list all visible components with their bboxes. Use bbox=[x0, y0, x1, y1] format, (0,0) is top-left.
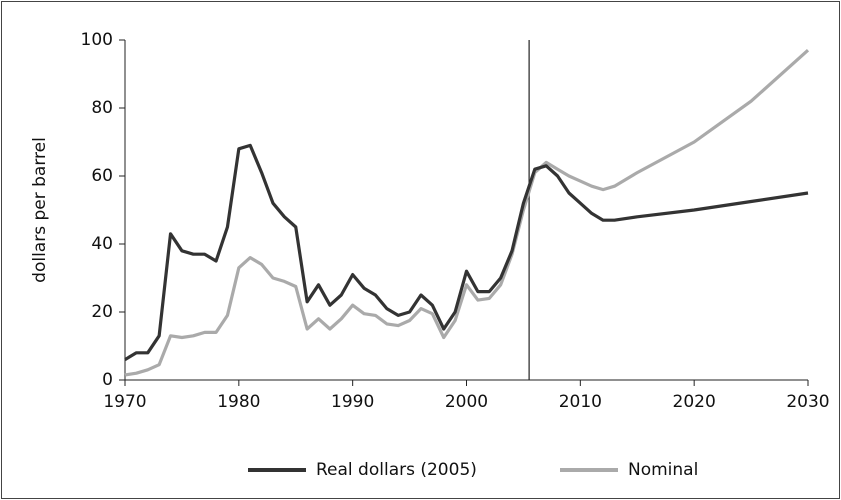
x-tick-label: 1990 bbox=[331, 392, 374, 412]
x-tick-label: 2020 bbox=[673, 392, 716, 412]
y-tick-label: 0 bbox=[102, 370, 113, 390]
y-axis-label: dollars per barrel bbox=[30, 137, 50, 283]
x-tick-label: 2000 bbox=[445, 392, 488, 412]
legend-label: Nominal bbox=[628, 460, 698, 480]
y-tick-label: 20 bbox=[91, 302, 113, 322]
y-tick-label: 100 bbox=[81, 30, 113, 50]
series-line bbox=[124, 49, 810, 377]
series-line bbox=[124, 143, 809, 361]
x-tick-label: 1980 bbox=[217, 392, 260, 412]
y-tick-label: 80 bbox=[91, 98, 113, 118]
x-tick-label: 2010 bbox=[559, 392, 602, 412]
x-tick-label: 2030 bbox=[786, 392, 829, 412]
y-tick-label: 60 bbox=[91, 166, 113, 186]
legend-label: Real dollars (2005) bbox=[316, 460, 477, 480]
x-tick-label: 1970 bbox=[103, 392, 146, 412]
y-tick-label: 40 bbox=[91, 234, 113, 254]
